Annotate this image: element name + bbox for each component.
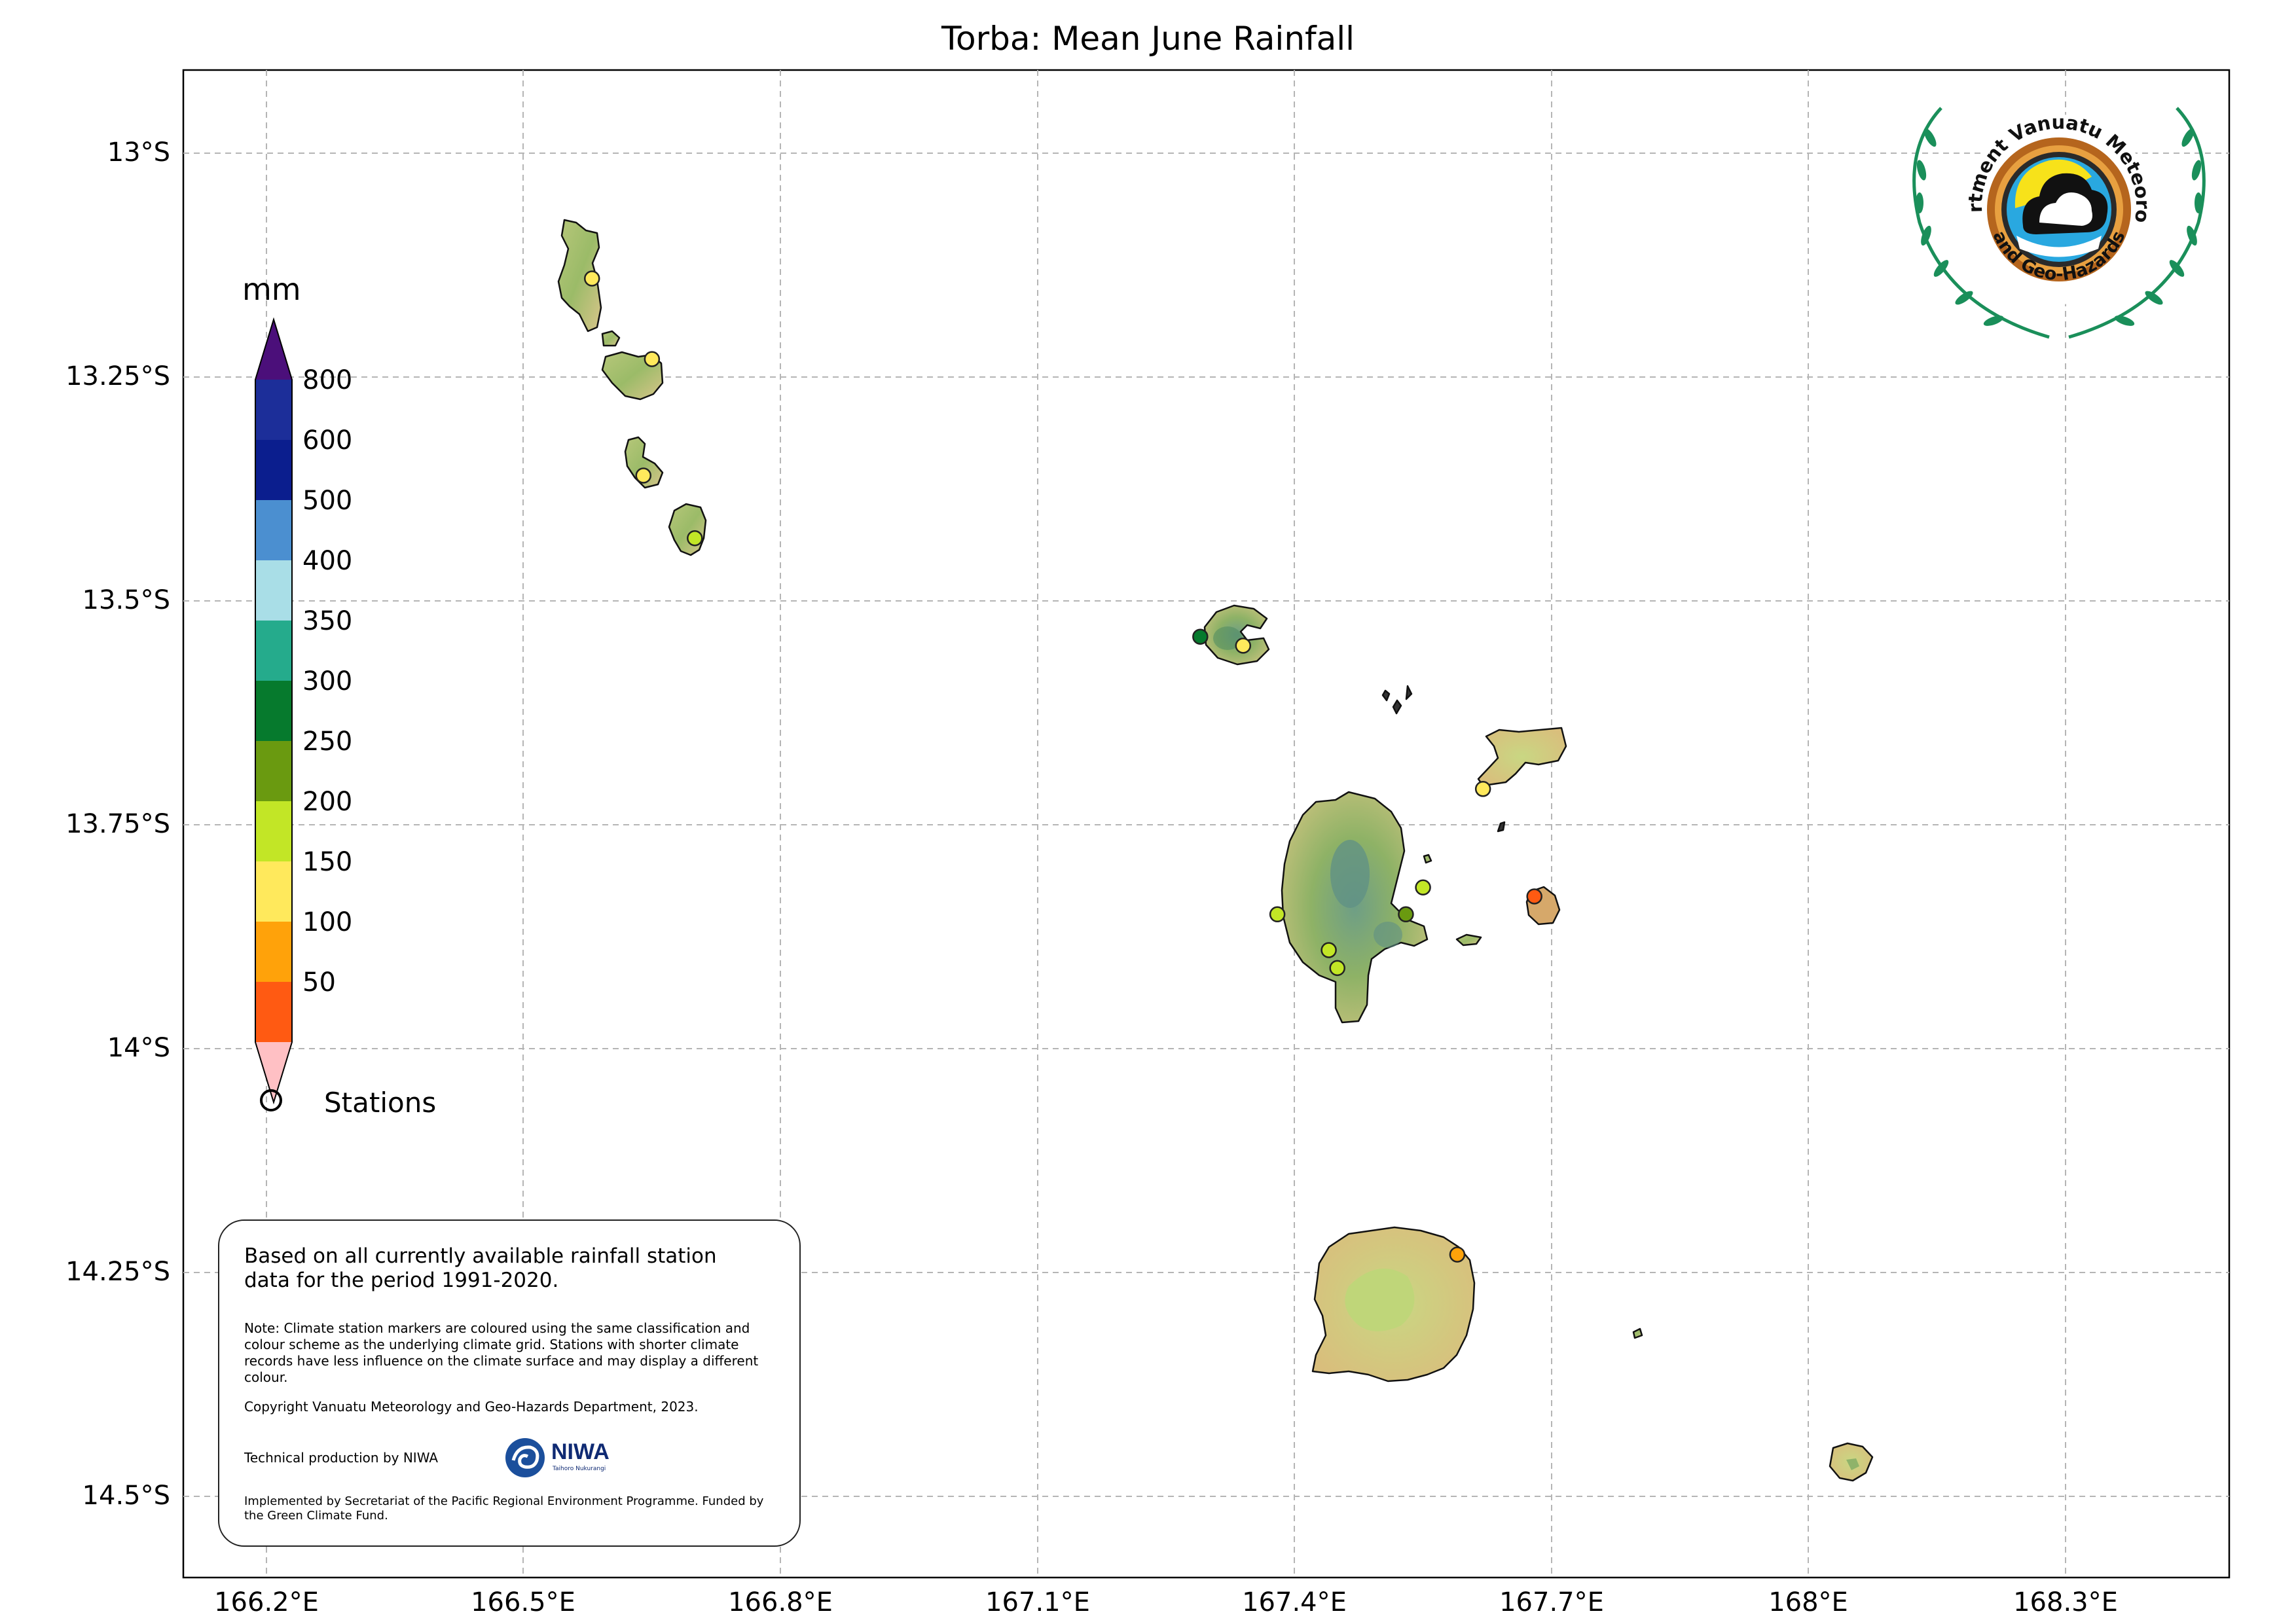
implemented-by-text: Implemented by Secretariat of the Pacifi… [244,1494,764,1523]
colorbar-segment [255,560,292,621]
lat-label-14-25s: 14.25°S [65,1257,170,1287]
colorbar-tick: 600 [302,425,353,456]
station-marker [635,467,652,484]
stations-layer [584,270,1542,1263]
island-loh [624,436,664,489]
station-marker [1449,1246,1466,1263]
data-period-text: Based on all currently available rainfal… [244,1244,717,1292]
colorbar-tick: 50 [302,967,336,998]
colorbar-segment [255,500,292,560]
lon-label-168e: 168°E [1768,1587,1848,1617]
technical-production-text: Technical production by NIWA [244,1450,439,1466]
copyright-text: Copyright Vanuatu Meteorology and Geo-Ha… [244,1399,699,1415]
island-gaua-lake [1345,1269,1415,1331]
station-marker-icon [260,1089,282,1111]
colorbar-tick: 350 [302,606,353,636]
colorbar-segment [255,681,292,741]
lon-label-166-2e: 166.2°E [214,1587,319,1617]
colorbar-tick: 800 [302,365,353,395]
colorbar-unit: mm [242,272,301,307]
colorbar [255,317,293,1105]
station-marker [644,351,661,367]
station-marker [1398,906,1414,923]
colorbar-segment [255,440,292,500]
islands [557,219,1874,1482]
lon-label-167-7e: 167.7°E [1499,1587,1604,1617]
station-marker [584,270,600,287]
colorbar-extend-max [255,319,292,380]
station-marker [1474,781,1491,797]
colorbar-segment [255,801,292,861]
svg-text:Department Vanuatu Meteorology: Department Vanuatu Meteorology [0,0,2154,224]
island-merig [1497,821,1506,833]
lat-label-13-5s: 13.5°S [82,585,170,615]
logo-text-top: Department Vanuatu Meteorology [0,0,2154,224]
niwa-wordmark: NIWA [551,1439,610,1464]
colorbar-tick: 400 [302,546,353,576]
colorbar-tick: 500 [302,486,353,516]
niwa-tagline: Taihoro Nukurangi [553,1466,606,1472]
station-marker [1415,879,1431,896]
station-marker [687,530,703,547]
colorbar-tick: 100 [302,907,353,937]
station-marker [1526,888,1542,905]
colorbar-segment [255,922,292,982]
island-ravenga [1455,933,1482,947]
lon-label-167-1e: 167.1°E [985,1587,1090,1617]
island-toga-islet [601,330,621,347]
island-toga [668,503,707,556]
niwa-logo: NIWA Taihoro Nukurangi [504,1437,635,1483]
island-rowa [1381,685,1413,715]
relief-shading [1213,626,1402,948]
info-panel: Based on all currently available rainfal… [218,1219,801,1547]
lon-label-166-8e: 166.8°E [728,1587,833,1617]
station-marker [1235,638,1252,654]
station-marker [1321,942,1337,958]
colorbar-extend-min [255,1042,292,1102]
lat-label-13s: 13°S [107,137,170,168]
colorbar-tick: 150 [302,847,353,877]
station-marker [1192,628,1209,645]
island-mota-lava [1477,727,1567,787]
colorbar-segment [255,621,292,681]
colorbar-segment [255,380,292,440]
colorbar-tick: 300 [302,666,353,696]
island-small-east [1632,1327,1643,1339]
colorbar-segment [255,741,292,801]
colorbar-tick: 200 [302,787,353,817]
map-title: Torba: Mean June Rainfall [941,20,1355,58]
station-marker [1329,960,1345,977]
stations-legend-label: Stations [324,1087,437,1119]
island-hiu [557,219,602,333]
island-mota-lava-islet [1423,854,1432,864]
map-frame [182,69,2231,1579]
lat-label-14-5s: 14.5°S [82,1481,170,1511]
lon-label-166-5e: 166.5°E [471,1587,575,1617]
station-marker [1269,906,1286,923]
lon-label-168-3e: 168.3°E [2013,1587,2118,1617]
niwa-swirl-icon [505,1438,545,1477]
lat-label-13-75s: 13.75°S [65,809,170,839]
colorbar-segment [255,861,292,922]
colorbar-outline [255,317,293,1105]
lat-label-13-25s: 13.25°S [65,361,170,391]
island-merelava-peak [1846,1458,1859,1470]
colorbar-tick: 250 [302,727,353,757]
lon-label-167-4e: 167.4°E [1242,1587,1347,1617]
island-vanua-lava [1281,791,1429,1024]
climate-note-text: Note: Climate station markers are colour… [244,1320,759,1385]
vmgd-logo: Department Vanuatu Meteorology and Geo-H… [0,0,2206,339]
lat-label-14s: 14°S [107,1033,170,1063]
colorbar-segment [255,982,292,1042]
